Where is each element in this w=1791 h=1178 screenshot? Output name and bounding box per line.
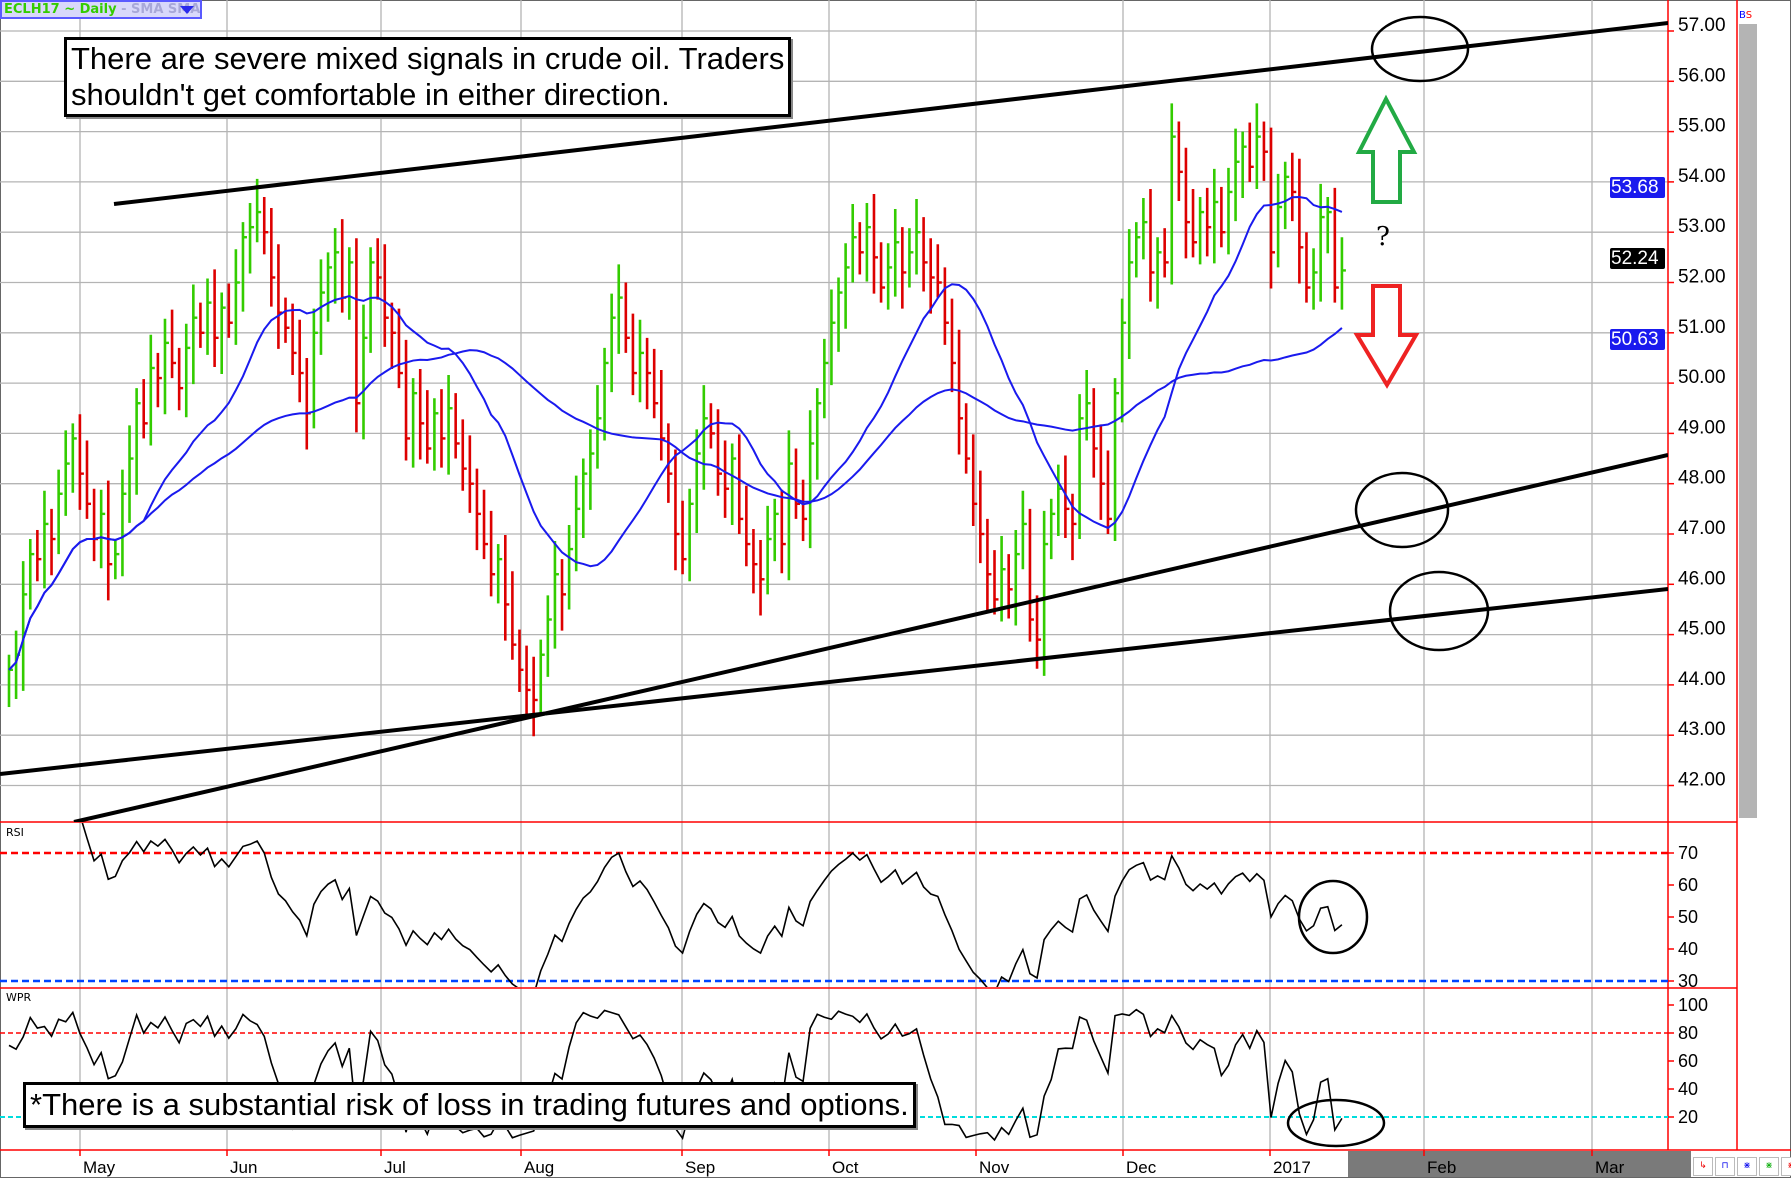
- wpr-axis-label: 20: [1678, 1107, 1698, 1127]
- scroll-bar: [1739, 24, 1757, 818]
- commentary-note: There are severe mixed signals in crude …: [64, 37, 792, 117]
- step-line-icon[interactable]: ↳: [1693, 1157, 1713, 1176]
- risk-disclaimer: *There is a substantial risk of loss in …: [23, 1082, 916, 1128]
- price-axis-label: 54.00: [1678, 166, 1726, 187]
- circle-resistance: [1370, 15, 1470, 83]
- future-date-area: [1348, 1151, 1691, 1177]
- crosshair-blue-icon[interactable]: ⋇: [1737, 1157, 1757, 1176]
- annotation-circles: [1286, 15, 1490, 1148]
- price-axis-label: 56.00: [1678, 65, 1726, 86]
- rsi-axis-label: 60: [1678, 875, 1698, 895]
- grid-lines: [0, 0, 1668, 1150]
- price-panel: [7, 103, 1346, 737]
- circle-rsi: [1297, 879, 1369, 955]
- month-label: Nov: [979, 1158, 1010, 1177]
- price-axis-label: 46.00: [1678, 568, 1726, 589]
- buy-sell-indicator[interactable]: BS: [1739, 10, 1752, 21]
- sma-slow-line: [8, 327, 1343, 671]
- month-label: Aug: [524, 1158, 554, 1177]
- sell-label: S: [1745, 10, 1753, 21]
- wpr-line: [8, 1008, 1343, 1142]
- arrow-down-icon: [1353, 284, 1420, 389]
- month-label: Sep: [685, 1158, 715, 1177]
- upper-resistance-trendline[interactable]: [113, 21, 1668, 206]
- price-axis-label: 52.00: [1678, 267, 1726, 288]
- question-mark: ?: [1376, 222, 1390, 252]
- month-label: Dec: [1126, 1158, 1157, 1177]
- last-price-tag: 52.24: [1610, 248, 1665, 269]
- month-label: 2017: [1273, 1158, 1311, 1177]
- price-axis-label: 57.00: [1678, 15, 1726, 36]
- circle-support-steep: [1354, 471, 1450, 549]
- rsi-panel: [0, 823, 1668, 987]
- rsi-axis-label: 40: [1678, 939, 1698, 959]
- price-axis-label: 55.00: [1678, 116, 1726, 137]
- wpr-axis-label: 60: [1678, 1051, 1698, 1071]
- note-line-1: There are severe mixed signals in crude …: [71, 41, 785, 76]
- wpr-panel-label: WPR: [6, 991, 32, 1004]
- lower-support-trendline[interactable]: [0, 587, 1668, 776]
- price-axis-label: 43.00: [1678, 719, 1726, 740]
- sma-fast-line: [8, 195, 1343, 671]
- circle-support-lower: [1388, 570, 1490, 652]
- wpr-axis-label: 80: [1678, 1023, 1698, 1043]
- wpr-axis-label: 40: [1678, 1079, 1698, 1099]
- month-label: Mar: [1595, 1158, 1625, 1177]
- sma-slow-price-tag: 50.63: [1610, 329, 1665, 350]
- sma-fast-price-tag: 53.68: [1610, 177, 1665, 198]
- dropdown-triangle-icon[interactable]: [180, 6, 194, 14]
- symbol-selector[interactable]: ECLH17 ~ Daily - SMA SMA: [0, 0, 202, 19]
- crosshair-red-icon[interactable]: ⋇: [1781, 1157, 1791, 1176]
- steep-support-trendline[interactable]: [73, 453, 1668, 822]
- rsi-panel-label: RSI: [6, 826, 24, 839]
- rsi-axis-label: 30: [1678, 971, 1698, 991]
- price-axis-label: 49.00: [1678, 417, 1726, 438]
- arrow-up-icon: [1355, 94, 1418, 204]
- step-bar-icon[interactable]: ⊓: [1715, 1157, 1735, 1176]
- month-label: Jul: [384, 1158, 406, 1177]
- note-line-2: shouldn't get comfortable in either dire…: [71, 77, 670, 112]
- buy-label: B: [1739, 10, 1746, 21]
- rsi-line: [81, 823, 1343, 987]
- rsi-axis-label: 50: [1678, 907, 1698, 927]
- price-axis-label: 50.00: [1678, 367, 1726, 388]
- price-axis-label: 44.00: [1678, 669, 1726, 690]
- chart-toolbar: ↳ ⊓ ⋇ ⋇ ⋇: [1693, 1157, 1791, 1176]
- price-axis-label: 42.00: [1678, 770, 1726, 791]
- crosshair-green-icon[interactable]: ⋇: [1759, 1157, 1779, 1176]
- circle-wpr: [1286, 1098, 1386, 1148]
- trendlines: [0, 21, 1668, 822]
- price-axis-label: 48.00: [1678, 468, 1726, 489]
- price-axis-label: 53.00: [1678, 216, 1726, 237]
- rsi-axis-label: 70: [1678, 843, 1698, 863]
- wpr-axis-label: 100: [1678, 995, 1708, 1015]
- month-label: May: [83, 1158, 116, 1177]
- price-axis-label: 45.00: [1678, 619, 1726, 640]
- month-label: Oct: [832, 1158, 859, 1177]
- price-axis-label: 51.00: [1678, 317, 1726, 338]
- month-label: Feb: [1427, 1158, 1456, 1177]
- month-label: Jun: [230, 1158, 257, 1177]
- price-axis-label: 47.00: [1678, 518, 1726, 539]
- symbol-label: ECLH17 ~ Daily: [4, 2, 117, 17]
